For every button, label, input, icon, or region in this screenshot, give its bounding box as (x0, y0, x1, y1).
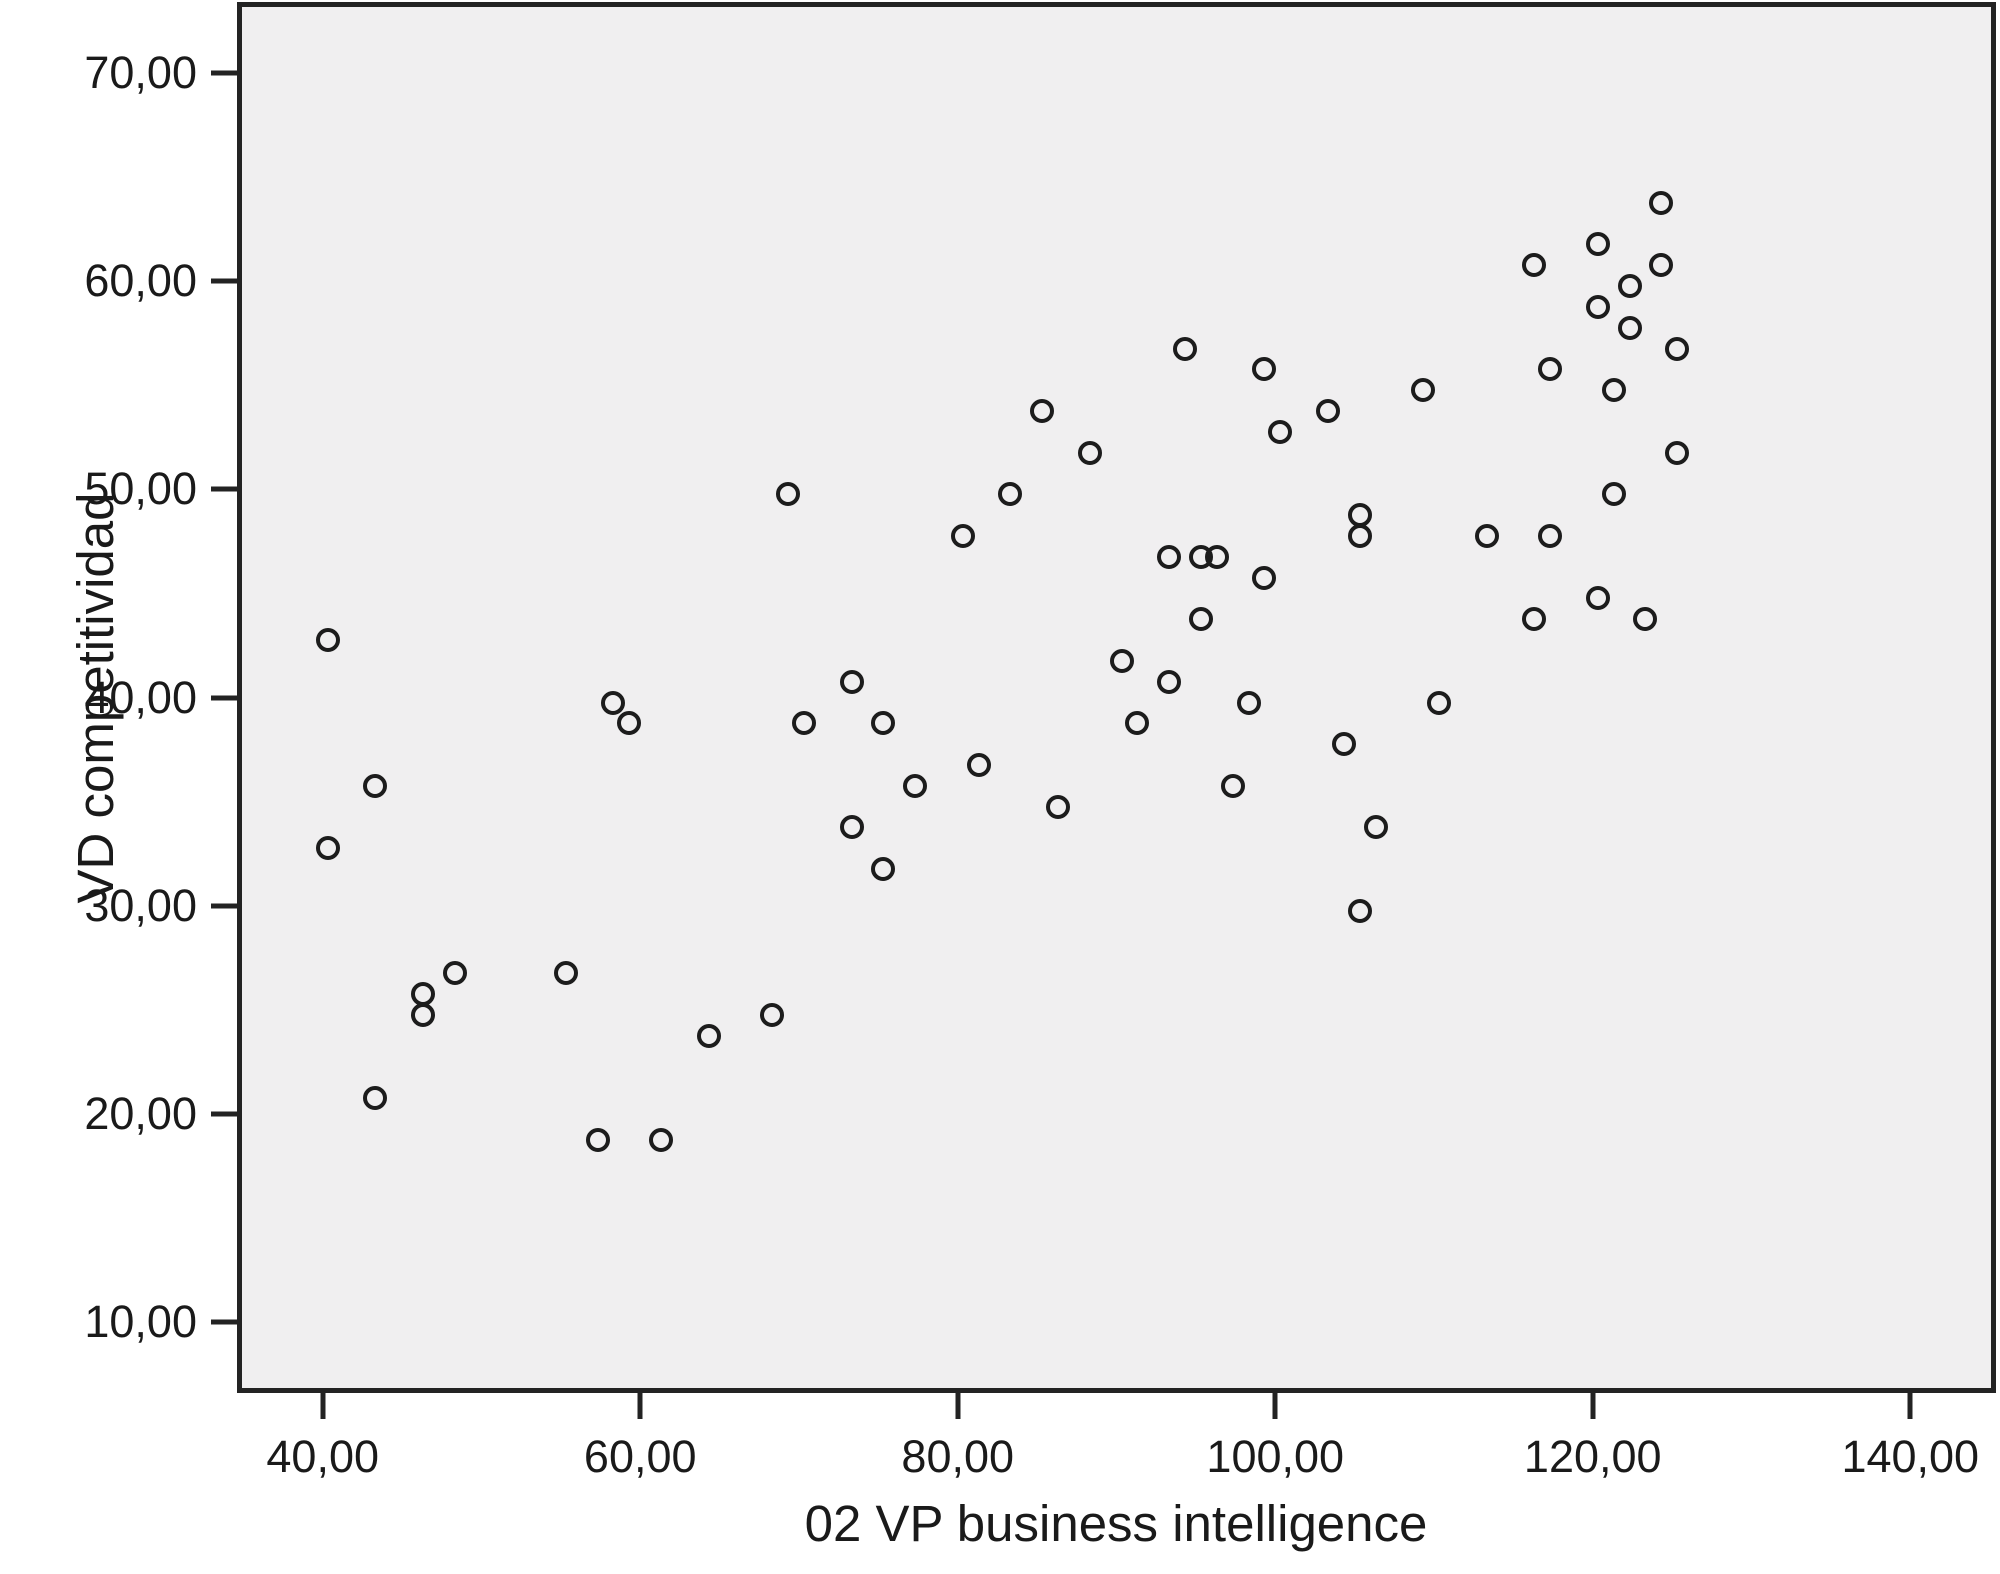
data-point (950, 523, 975, 548)
data-point (553, 961, 578, 986)
data-point (1427, 690, 1451, 715)
data-point (1617, 274, 1642, 299)
plot-area (237, 2, 1996, 1393)
data-point (966, 752, 991, 777)
data-point (1411, 378, 1436, 403)
data-point (1157, 669, 1182, 694)
data-point (1617, 315, 1642, 340)
data-point (839, 669, 864, 694)
data-point (1585, 232, 1610, 257)
data-point (839, 815, 864, 840)
data-point (1252, 357, 1277, 382)
x-tick-mark (1590, 1393, 1596, 1419)
data-point (617, 711, 642, 736)
data-point (760, 1002, 785, 1027)
data-point (363, 773, 388, 798)
data-point (1125, 711, 1150, 736)
y-tick-label: 10,00 (84, 1296, 197, 1348)
data-point (1538, 357, 1563, 382)
data-point (998, 482, 1023, 507)
y-tick-label: 70,00 (84, 46, 197, 98)
x-tick-mark (1272, 1393, 1278, 1419)
x-tick-label: 120,00 (1523, 1431, 1662, 1482)
data-point (1538, 523, 1563, 548)
data-point (1030, 398, 1055, 423)
data-point (1649, 190, 1674, 215)
data-point (1315, 398, 1340, 423)
data-point (1474, 523, 1499, 548)
data-point (1236, 690, 1261, 715)
data-point (1220, 773, 1245, 798)
x-axis-title: 02 VP business intelligence (804, 1495, 1428, 1552)
data-point (1157, 544, 1182, 569)
x-tick-label: 140,00 (1841, 1431, 1980, 1482)
y-tick-label: 50,00 (84, 463, 197, 515)
data-point (1252, 565, 1277, 590)
data-point (1363, 815, 1388, 840)
y-axis-title: VD competitividad (67, 492, 124, 904)
y-tick-label: 20,00 (84, 1087, 197, 1139)
data-point (696, 1023, 721, 1048)
data-point (1665, 336, 1690, 361)
data-point (585, 1127, 610, 1152)
data-point (1585, 586, 1610, 611)
x-tick-mark (637, 1393, 643, 1419)
data-point (1045, 794, 1070, 819)
data-point (1331, 732, 1356, 757)
data-point (1585, 294, 1610, 319)
x-tick-label: 40,00 (266, 1431, 380, 1482)
data-point (1522, 253, 1547, 278)
data-point (1649, 253, 1674, 278)
data-point (871, 857, 896, 882)
data-point (1109, 648, 1134, 673)
y-tick-label: 30,00 (84, 879, 197, 931)
data-point (1188, 607, 1213, 632)
data-point (649, 1127, 674, 1152)
x-tick-mark (320, 1393, 326, 1419)
y-tick-mark (211, 278, 237, 284)
data-point (1522, 607, 1547, 632)
data-point (1347, 898, 1372, 923)
y-tick-mark (211, 1319, 237, 1325)
data-point (1601, 378, 1626, 403)
y-tick-label: 40,00 (84, 671, 197, 723)
y-tick-mark (211, 486, 237, 492)
y-tick-mark (211, 695, 237, 700)
data-point (315, 836, 340, 861)
data-point (1077, 440, 1102, 465)
data-point (410, 1002, 435, 1027)
data-point (1633, 607, 1658, 632)
x-tick-label: 80,00 (901, 1431, 1015, 1482)
x-tick-mark (955, 1393, 961, 1419)
data-point (776, 482, 801, 507)
y-tick-label: 60,00 (84, 255, 197, 307)
data-point (871, 711, 896, 736)
data-point (1268, 419, 1293, 444)
data-point (1347, 523, 1372, 548)
data-point (1173, 336, 1197, 361)
data-point (363, 1086, 388, 1111)
data-point (315, 628, 340, 653)
data-point (791, 711, 816, 736)
data-point (1204, 544, 1229, 569)
data-point (1665, 440, 1690, 465)
data-point (442, 961, 467, 986)
x-tick-label: 100,00 (1206, 1431, 1345, 1482)
y-tick-mark (211, 903, 237, 909)
data-point (1601, 482, 1626, 507)
data-point (903, 773, 928, 798)
y-tick-mark (211, 70, 237, 76)
y-tick-mark (211, 1111, 237, 1117)
x-tick-label: 60,00 (583, 1431, 697, 1482)
x-tick-mark (1907, 1393, 1913, 1419)
data-point (601, 690, 626, 715)
